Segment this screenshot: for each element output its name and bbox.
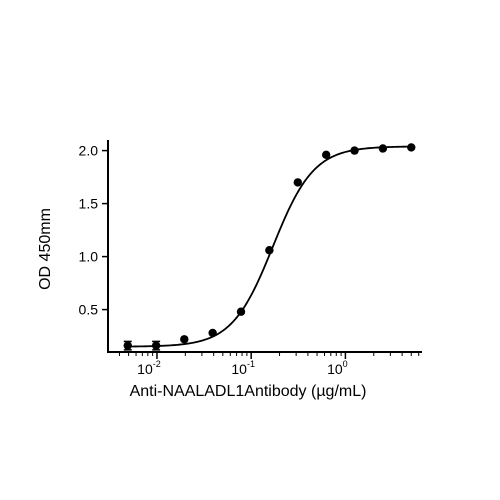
y-tick-label: 1.0	[79, 249, 99, 265]
y-tick-label: 1.5	[79, 196, 99, 212]
x-tick-label: 10-2	[137, 359, 161, 377]
data-point	[407, 143, 416, 152]
data-point	[151, 341, 161, 350]
labels: Anti-NAALADL1Antibody (µg/mL) OD 450mm	[37, 208, 366, 400]
x-tick-label: 10-1	[231, 359, 255, 377]
x-tick-exponent: 0	[343, 359, 348, 369]
x-axis-label: Anti-NAALADL1Antibody (µg/mL)	[130, 383, 367, 400]
y-axis-label: OD 450mm	[37, 208, 54, 290]
y-tick-label: 0.5	[79, 302, 99, 318]
data-point	[321, 150, 331, 160]
x-tick-exponent: -1	[247, 359, 255, 369]
x-tick-label: 100	[327, 359, 348, 377]
fit-curve	[127, 145, 412, 348]
data-points	[123, 143, 416, 351]
data-point	[265, 246, 274, 255]
data-point	[208, 328, 217, 338]
data-point	[378, 144, 388, 153]
data-point	[350, 146, 359, 155]
data-point	[293, 178, 303, 187]
data-point	[236, 307, 246, 316]
x-tick-base: 10	[231, 361, 247, 377]
x-tick-exponent: -2	[153, 359, 161, 369]
axes: 0.51.01.52.010-2 10-1 100	[79, 140, 422, 377]
x-tick-base: 10	[327, 361, 343, 377]
data-point	[180, 335, 189, 344]
fit-curve-group	[127, 145, 412, 348]
x-tick-base: 10	[137, 361, 153, 377]
y-tick-label: 2.0	[79, 143, 99, 159]
data-point	[123, 341, 132, 350]
